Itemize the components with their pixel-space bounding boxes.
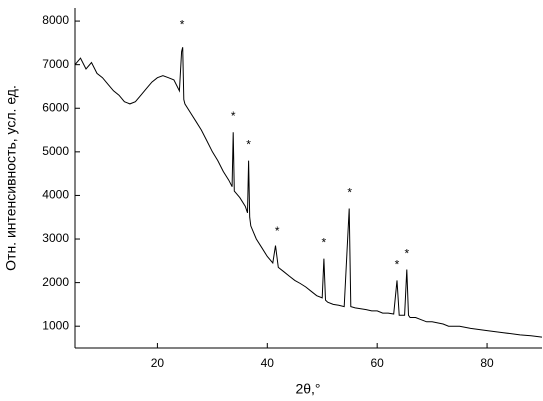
y-tick-label: 2000: [42, 275, 69, 289]
peak-marker: *: [347, 185, 352, 199]
data-line: [74, 47, 543, 338]
x-tick-label: 40: [261, 356, 275, 370]
peak-marker: *: [231, 109, 236, 123]
x-axis-title: 2θ,°: [295, 381, 320, 397]
peak-marker: *: [246, 137, 251, 151]
y-axis-title: Отн. интенсивность, усл. ед.: [3, 85, 19, 271]
y-tick-label: 7000: [42, 57, 69, 71]
x-tick-label: 20: [151, 356, 165, 370]
x-tick-label: 60: [370, 356, 384, 370]
peak-marker: *: [405, 246, 410, 260]
y-tick-label: 5000: [42, 144, 69, 158]
y-tick-label: 1000: [42, 318, 69, 332]
peak-marker: *: [180, 18, 185, 32]
peak-marker: *: [322, 236, 327, 250]
x-tick-label: 80: [480, 356, 494, 370]
y-tick-label: 8000: [42, 13, 69, 27]
y-tick-label: 4000: [42, 188, 69, 202]
y-tick-label: 3000: [42, 231, 69, 245]
y-tick-label: 6000: [42, 100, 69, 114]
peak-marker: *: [275, 224, 280, 238]
peak-marker: *: [395, 257, 400, 271]
